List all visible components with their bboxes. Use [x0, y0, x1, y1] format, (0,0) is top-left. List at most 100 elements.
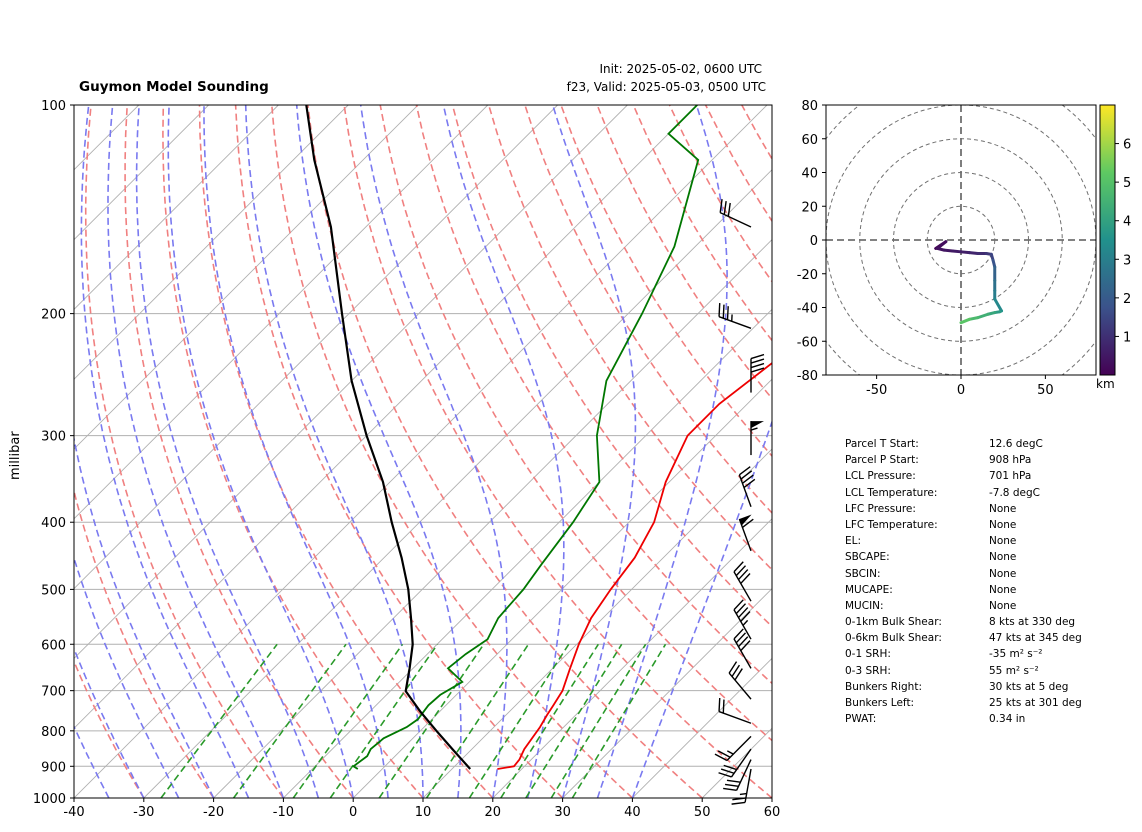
y-tick-label: 100 — [41, 99, 66, 114]
wind-barb — [738, 514, 754, 552]
colorbar-tick-label: 5 — [1123, 176, 1131, 191]
hodo-x-tick-label: 0 — [957, 383, 965, 398]
moist-adiabat — [74, 434, 215, 798]
y-tick-label: 400 — [41, 516, 66, 531]
dry-adiabat — [850, 105, 1142, 798]
dry-adiabat — [379, 105, 772, 742]
isotherm — [352, 378, 772, 798]
stat-label: Bunkers Right: — [845, 680, 922, 693]
stat-value: 25 kts at 301 deg — [989, 697, 1082, 709]
moist-adiabat — [631, 419, 772, 798]
y-tick-label: 200 — [41, 308, 66, 323]
isotherm — [213, 238, 772, 798]
stat-value: 30 kts at 5 deg — [989, 680, 1069, 693]
stat-value: -7.8 degC — [989, 486, 1040, 499]
moist-adiabat — [74, 646, 145, 798]
x-tick-label: -10 — [273, 805, 294, 820]
isotherm — [74, 105, 209, 241]
dry-adiabat — [668, 105, 772, 283]
colorbar-tick-label: 4 — [1123, 215, 1131, 230]
isotherm — [74, 105, 419, 450]
colorbar-tick-label: 6 — [1123, 138, 1131, 153]
wind-barb — [723, 759, 752, 792]
mixing-ratio-line — [500, 643, 599, 798]
hodo-y-tick-label: 80 — [801, 99, 818, 114]
mixing-ratio-line — [468, 643, 570, 798]
moist-adiabat — [135, 105, 320, 798]
isotherm — [422, 448, 772, 798]
y-tick-label: 1000 — [33, 792, 66, 807]
x-tick-label: 0 — [349, 805, 357, 820]
y-tick-label: 600 — [41, 638, 66, 653]
stat-label: 0-6km Bulk Shear: — [845, 632, 942, 645]
parcel-profile — [305, 105, 472, 770]
dry-adiabat — [814, 105, 1142, 798]
moist-adiabat — [295, 105, 462, 798]
dry-adiabat — [524, 105, 772, 515]
stat-value: 908 hPa — [989, 454, 1032, 467]
stat-label: 0-3 SRH: — [845, 664, 891, 677]
stat-label: PWAT: — [845, 713, 877, 726]
wind-barb — [718, 697, 752, 724]
isotherm — [492, 518, 772, 798]
x-tick-label: 60 — [764, 805, 781, 820]
temperature-profile — [497, 361, 772, 770]
stat-label: EL: — [845, 535, 862, 548]
dry-adiabat — [704, 105, 772, 223]
isotherm — [701, 727, 772, 798]
dry-adiabat — [124, 105, 354, 798]
moist-adiabat — [359, 105, 508, 798]
mixing-ratio-line — [160, 643, 278, 798]
x-tick-label: 10 — [415, 805, 432, 820]
mixing-ratio-line — [292, 643, 404, 798]
x-tick-label: 20 — [485, 805, 502, 820]
wind-barb — [718, 303, 752, 329]
stat-label: SBCAPE: — [845, 551, 890, 564]
isotherm — [74, 105, 279, 311]
isotherm — [74, 105, 558, 590]
dry-adiabat — [162, 105, 424, 798]
hodo-y-tick-label: 40 — [801, 167, 818, 182]
wind-barb — [738, 466, 756, 508]
hodo-y-tick-label: 60 — [801, 133, 818, 148]
dry-adiabat — [343, 105, 772, 798]
isotherm — [143, 169, 772, 798]
colorbar-tick-label: 2 — [1123, 292, 1131, 307]
mixing-ratio-line — [550, 643, 647, 798]
hodo-x-tick-label: 50 — [1037, 383, 1054, 398]
dry-adiabat — [74, 659, 145, 798]
colorbar — [1099, 104, 1116, 376]
hodo-y-tick-label: -60 — [797, 335, 818, 350]
hodograph-segment — [993, 297, 1003, 313]
stat-label: Parcel T Start: — [845, 438, 919, 450]
stat-value: None — [989, 551, 1017, 564]
moist-adiabat — [203, 105, 389, 798]
dry-adiabat — [487, 105, 772, 571]
isotherm — [74, 105, 349, 380]
stat-label: 0-1 SRH: — [845, 648, 891, 661]
stat-value: -35 m² s⁻² — [989, 648, 1043, 661]
stat-value: None — [989, 518, 1017, 531]
dry-adiabat — [198, 105, 494, 798]
dry-adiabat — [415, 105, 772, 685]
stat-label: SBCIN: — [845, 567, 881, 580]
y-tick-label: 500 — [41, 583, 66, 598]
x-tick-label: 30 — [554, 805, 571, 820]
isotherm — [74, 105, 698, 729]
x-tick-label: -20 — [203, 805, 224, 820]
wind-barb — [750, 421, 764, 456]
stat-value: 55 m² s⁻² — [989, 664, 1039, 677]
stat-value: 8 kts at 330 deg — [989, 616, 1076, 629]
wind-barb — [750, 353, 765, 393]
dewpoint-profile — [351, 105, 700, 770]
isotherm — [74, 105, 768, 798]
isotherm — [632, 657, 772, 798]
mixing-ratio-line — [378, 643, 485, 798]
isotherm — [74, 105, 628, 660]
mixing-ratio-line — [329, 643, 439, 798]
stat-label: MUCAPE: — [845, 583, 893, 596]
wind-barb — [733, 628, 752, 669]
hodograph-segment — [959, 317, 971, 325]
wind-barb — [718, 748, 752, 778]
valid-time: f23, Valid: 2025-05-03, 0500 UTC — [566, 80, 766, 94]
